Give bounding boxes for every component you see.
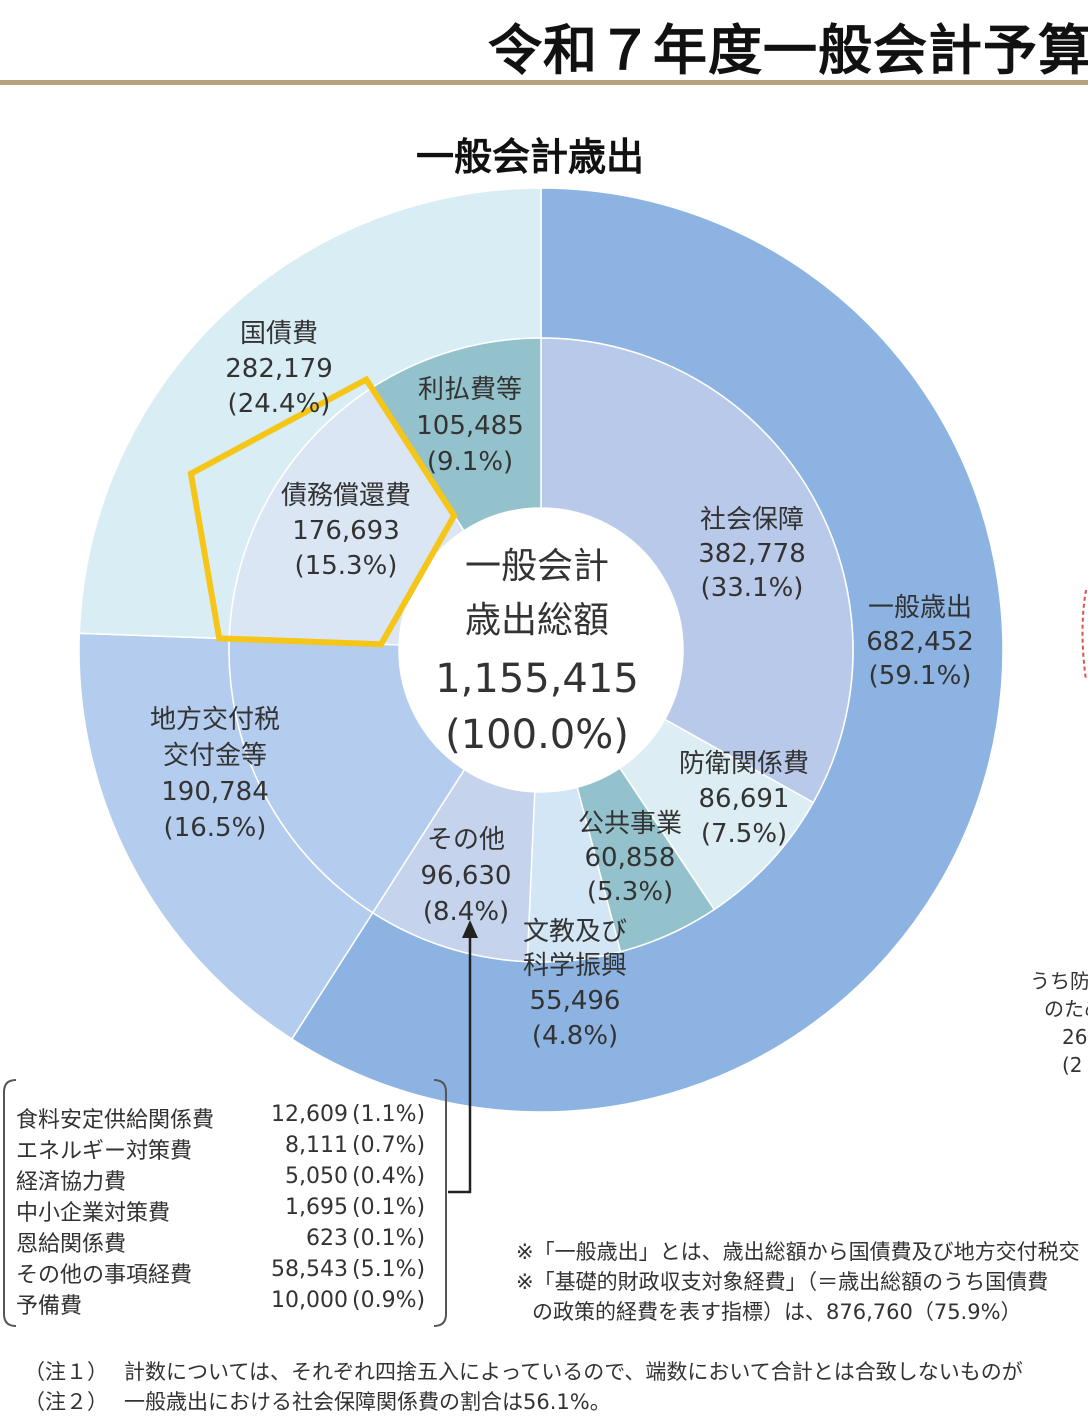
list-item-name: 予備費	[16, 1294, 83, 1319]
list-item-value: 10,000	[271, 1288, 348, 1313]
list-item-pct: (0.1%)	[352, 1195, 426, 1220]
list-item-name: エネルギー対策費	[16, 1139, 193, 1164]
list-item-name: 恩給関係費	[16, 1232, 127, 1257]
pct-local-allocation: (16.5%)	[164, 813, 267, 843]
value-other: 96,630	[421, 861, 512, 891]
other-breakdown-list: 食料安定供給関係費 12,609 (1.1%) エネルギー対策費 8,111 (…	[4, 1078, 450, 1330]
center-hole	[401, 510, 681, 790]
value-local-allocation: 190,784	[161, 777, 269, 807]
list-item-pct: (0.4%)	[352, 1164, 426, 1189]
label-national-debt: 国債費	[240, 319, 318, 349]
side-text-3: 26	[1062, 1025, 1087, 1049]
note-2-text: 一般歳出における社会保障関係費の割合は56.1%。	[124, 1390, 611, 1414]
pct-education: (4.8%)	[532, 1021, 618, 1051]
center-pct: (100.0%)	[445, 712, 629, 758]
value-education: 55,496	[530, 986, 621, 1016]
list-item-name: 経済協力費	[16, 1170, 127, 1195]
pct-social-security: (33.1%)	[701, 573, 804, 603]
title-divider	[0, 80, 1088, 85]
value-debt-redemption: 176,693	[292, 516, 400, 546]
value-defense: 86,691	[699, 784, 790, 814]
pct-defense: (7.5%)	[701, 819, 787, 849]
debt-highlight-outline	[187, 375, 458, 648]
list-item-value: 58,543	[271, 1257, 348, 1282]
list-item-pct: (0.7%)	[352, 1133, 426, 1158]
side-text-2: のため	[1044, 997, 1088, 1021]
value-interest: 105,485	[416, 411, 524, 441]
list-item-pct: (0.9%)	[352, 1288, 426, 1313]
list-item-value: 8,111	[285, 1133, 348, 1158]
note-2-label: （注２）	[24, 1390, 108, 1414]
pct-debt-redemption: (15.3%)	[295, 551, 398, 581]
kome-note-2: ※「基礎的財政収支対象経費」（＝歳出総額のうち国債費	[516, 1270, 1049, 1294]
pct-interest: (9.1%)	[427, 447, 513, 477]
kome-note-3: の政策的経費を表す指標）は、876,760（75.9%）	[532, 1300, 1022, 1324]
pct-general-expenditure: (59.1%)	[869, 661, 972, 691]
inner-slice-5	[228, 637, 466, 914]
label-interest: 利払費等	[418, 375, 522, 405]
pct-other: (8.4%)	[423, 897, 509, 927]
list-item-value: 1,695	[285, 1195, 348, 1220]
label-public-works: 公共事業	[578, 809, 682, 839]
label-local-allocation-2: 交付金等	[163, 741, 267, 771]
label-defense: 防衛関係費	[679, 749, 809, 779]
page-title: 令和７年度一般会計予算	[488, 19, 1088, 82]
note-1-label: （注１）	[24, 1360, 108, 1384]
other-arrow	[448, 920, 478, 1194]
center-total: 1,155,415	[435, 656, 639, 702]
note-1-text: 計数については、それぞれ四捨五入によっているので、端数において合計とは合致しない…	[124, 1360, 1023, 1384]
list-item-value: 12,609	[271, 1102, 348, 1127]
list-item-name: その他の事項経費	[16, 1263, 193, 1288]
label-debt-redemption: 債務償還費	[281, 481, 411, 511]
list-item-pct: (1.1%)	[352, 1102, 426, 1127]
side-text-1: うち防	[1030, 969, 1088, 993]
kome-note-1: ※「一般歳出」とは、歳出総額から国債費及び地方交付税交	[516, 1240, 1080, 1264]
label-social-security: 社会保障	[700, 505, 804, 535]
chart-title: 一般会計歳出	[415, 135, 644, 179]
center-line2: 歳出総額	[465, 600, 609, 641]
list-item-name: 食料安定供給関係費	[16, 1108, 215, 1133]
label-general-expenditure: 一般歳出	[868, 593, 972, 623]
center-line1: 一般会計	[465, 546, 609, 587]
label-local-allocation-1: 地方交付税	[150, 705, 280, 735]
side-chart-edge	[1081, 589, 1087, 681]
inner-slice-0	[540, 337, 854, 804]
value-public-works: 60,858	[585, 843, 676, 873]
list-item-value: 623	[306, 1226, 348, 1251]
label-education-2: 科学振興	[523, 951, 627, 981]
inner-slice-7	[370, 337, 542, 532]
label-education-1: 文教及び	[523, 917, 627, 947]
legend-bracket-right	[433, 1079, 447, 1327]
value-social-security: 382,778	[698, 539, 806, 569]
list-item-pct: (0.1%)	[352, 1226, 426, 1251]
value-general-expenditure: 682,452	[866, 627, 974, 657]
list-item-pct: (5.1%)	[352, 1257, 426, 1282]
list-item-value: 5,050	[285, 1164, 348, 1189]
legend-bracket-left	[3, 1079, 17, 1327]
value-national-debt: 282,179	[225, 354, 333, 384]
pct-national-debt: (24.4%)	[228, 389, 331, 419]
label-other: その他	[427, 825, 505, 855]
pct-public-works: (5.3%)	[587, 877, 673, 907]
list-item-name: 中小企業対策費	[16, 1201, 171, 1226]
side-text-4: (2	[1062, 1053, 1083, 1077]
